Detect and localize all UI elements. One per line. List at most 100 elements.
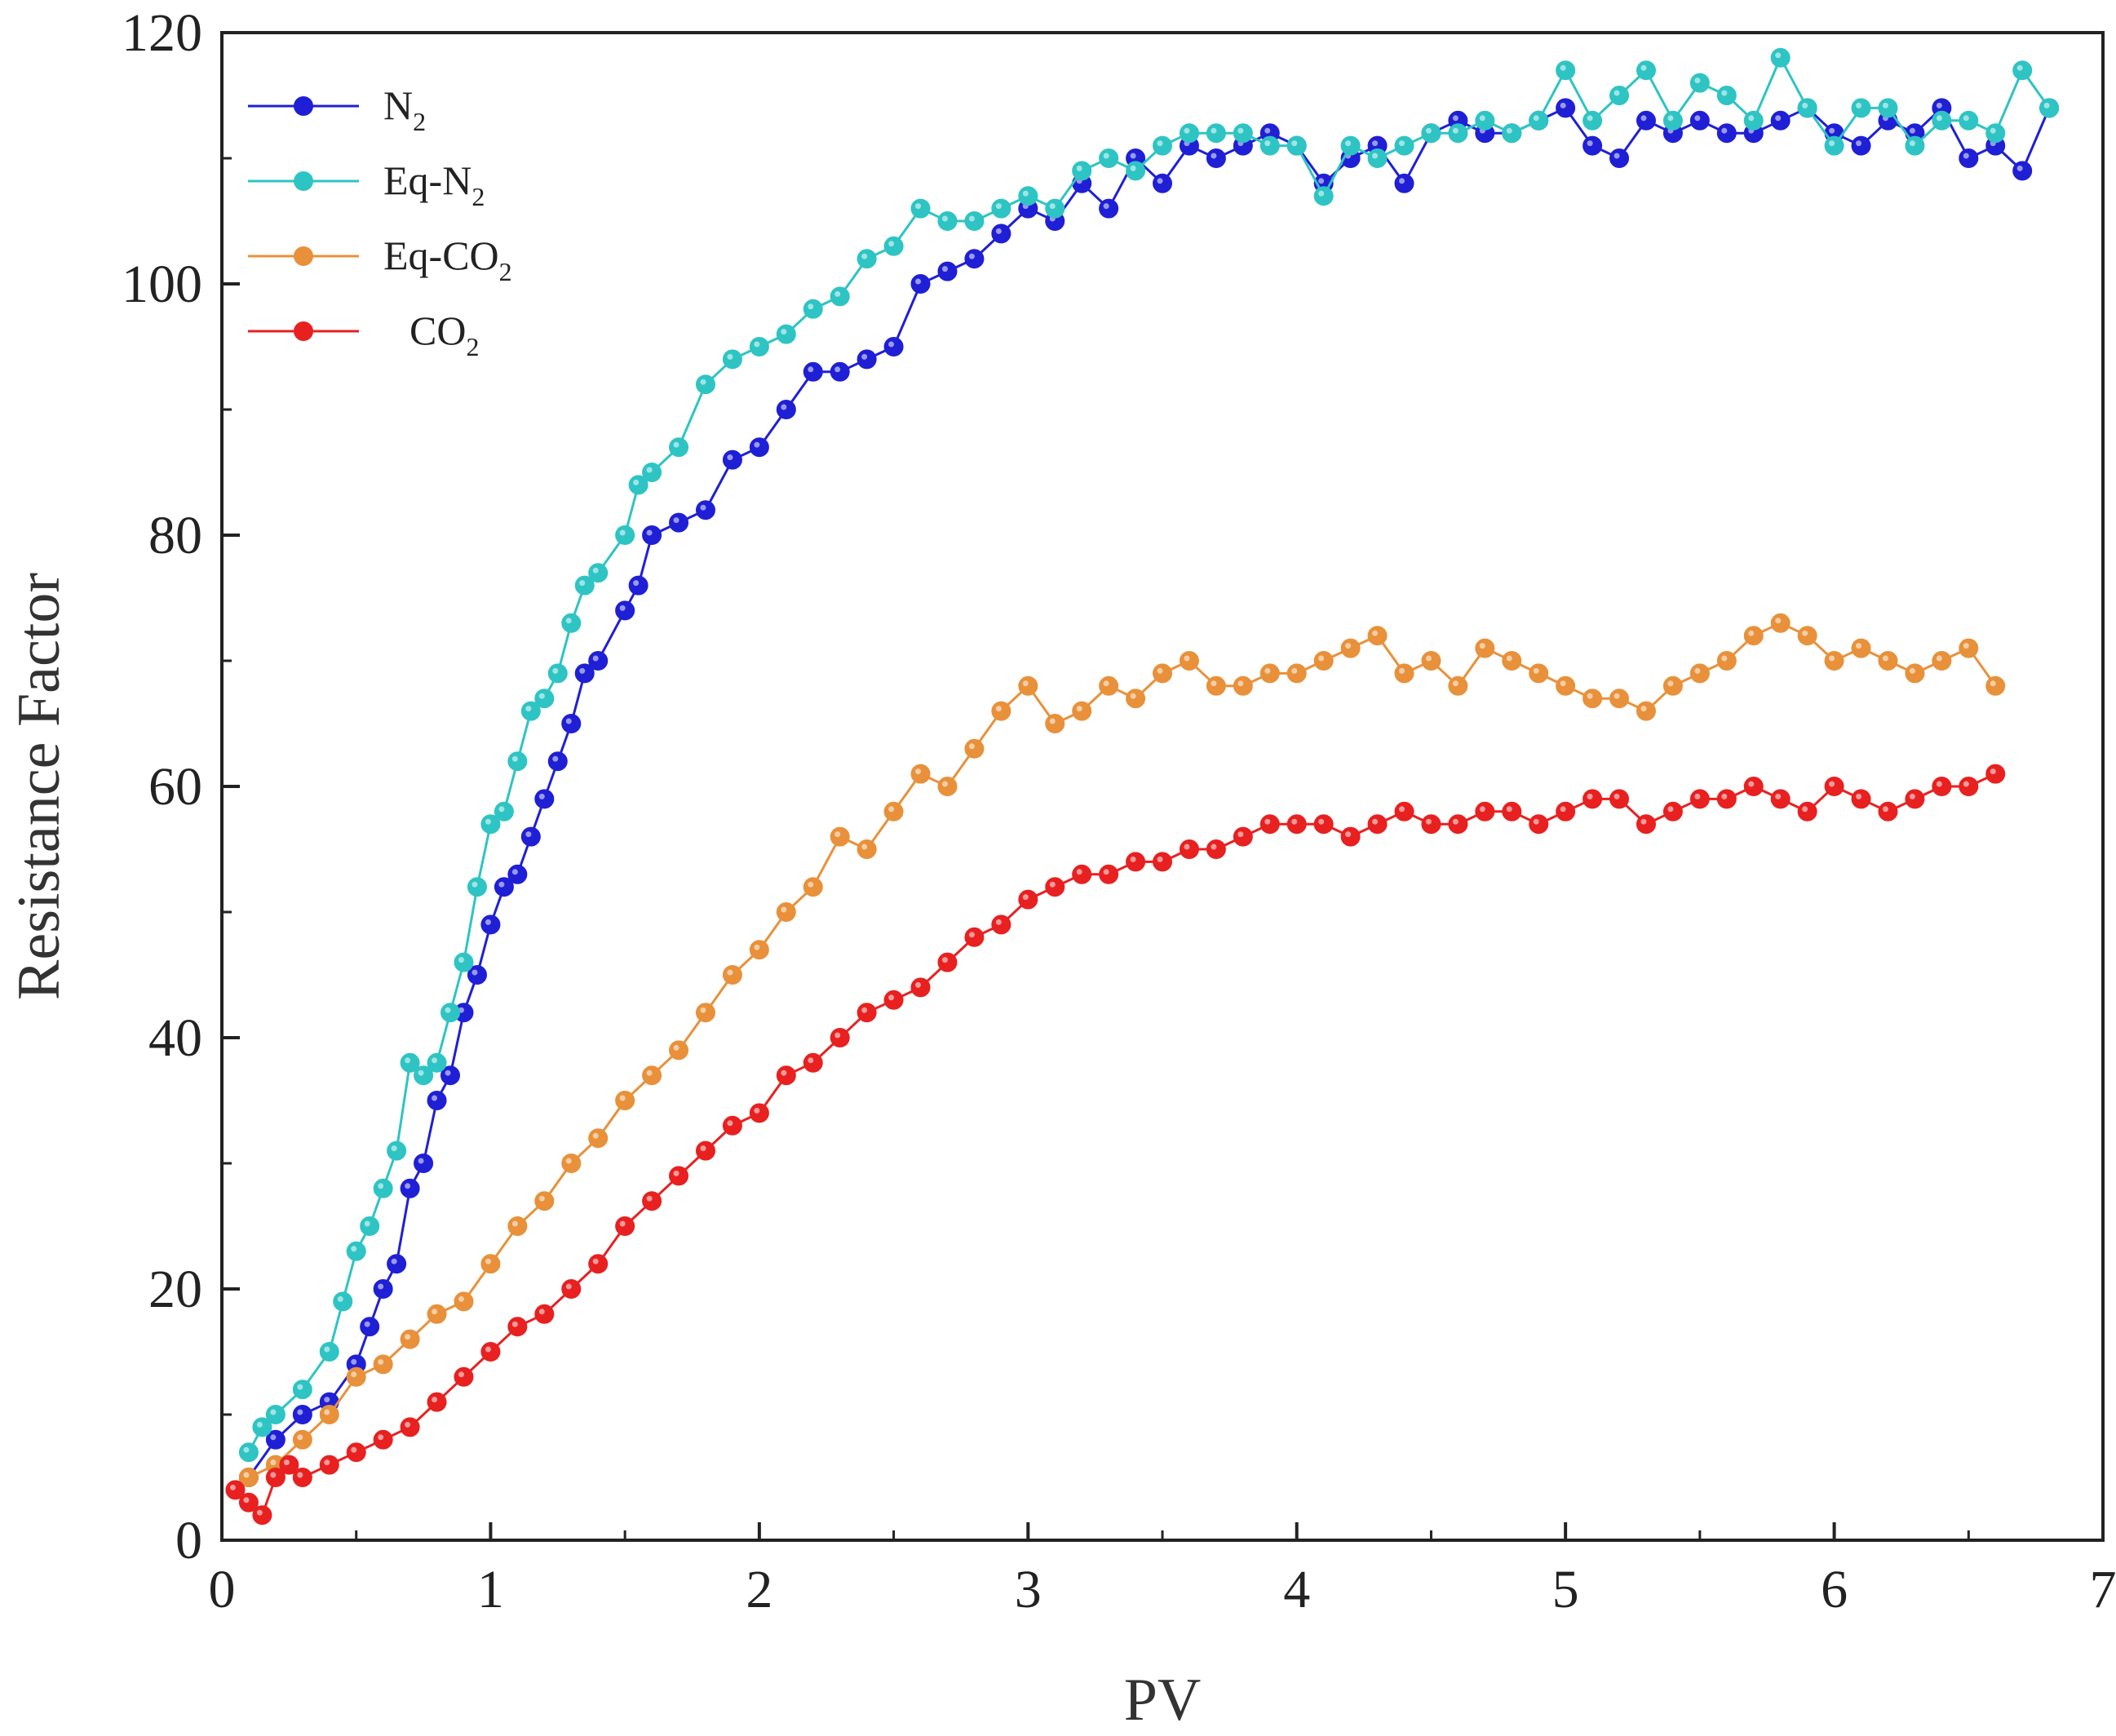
data-point-highlight	[888, 241, 895, 247]
data-point	[937, 777, 958, 796]
data-point	[467, 877, 487, 897]
data-point	[1985, 675, 2006, 696]
data-point	[1286, 663, 1307, 684]
data-point-highlight	[256, 1509, 263, 1516]
data-point-highlight	[1829, 127, 1835, 134]
series-eq-n2	[238, 47, 2060, 1463]
data-point-highlight	[391, 1145, 397, 1152]
data-point	[440, 1003, 461, 1023]
data-point-highlight	[1829, 781, 1835, 787]
data-point	[1018, 675, 1038, 696]
data-point	[1448, 675, 1468, 696]
data-point-highlight	[1667, 115, 1674, 122]
data-point	[507, 1216, 528, 1236]
data-point	[749, 337, 769, 356]
data-point	[1099, 864, 1119, 884]
data-point-highlight	[915, 981, 922, 988]
data-point	[534, 1191, 555, 1211]
data-point-highlight	[941, 266, 948, 272]
data-point-highlight	[941, 957, 948, 963]
data-point	[292, 1429, 312, 1450]
data-point-highlight	[1049, 718, 1056, 724]
data-point-highlight	[565, 618, 572, 624]
data-point-highlight	[1990, 680, 1996, 687]
data-point	[1206, 839, 1226, 859]
data-point-highlight	[243, 1472, 250, 1478]
data-point-highlight	[1398, 667, 1405, 674]
data-point-highlight	[418, 1070, 424, 1076]
data-point	[1662, 801, 1683, 822]
data-point-highlight	[995, 919, 1002, 925]
data-point-highlight	[445, 1070, 451, 1076]
data-point-highlight	[1990, 127, 1996, 134]
data-point-highlight	[1721, 793, 1728, 799]
data-point-highlight	[754, 341, 760, 348]
data-point-highlight	[1076, 165, 1082, 171]
data-point	[642, 1191, 662, 1211]
data-point-highlight	[538, 793, 545, 799]
data-point-highlight	[861, 844, 868, 850]
data-point	[292, 1380, 312, 1400]
data-point	[669, 512, 689, 533]
x-tick-label: 7	[2090, 1560, 2116, 1619]
data-point	[1609, 148, 1630, 168]
data-point-highlight	[1614, 793, 1620, 799]
data-point	[1529, 110, 1549, 131]
data-point	[1394, 801, 1414, 822]
data-point	[238, 1492, 259, 1512]
data-point-highlight	[1909, 793, 1915, 799]
data-point-highlight	[418, 1158, 424, 1164]
legend-item: CO2	[248, 308, 479, 361]
data-point	[1367, 814, 1388, 835]
data-point-highlight	[1398, 178, 1405, 184]
data-point	[1475, 110, 1495, 131]
data-point-highlight	[1372, 818, 1379, 825]
data-point	[857, 249, 877, 269]
data-point	[507, 1317, 528, 1337]
data-point-highlight	[808, 366, 814, 373]
data-point-highlight	[1479, 643, 1485, 649]
data-point-highlight	[324, 1409, 330, 1415]
data-point	[1475, 801, 1495, 822]
data-point-highlight	[498, 881, 505, 888]
data-point-highlight	[405, 1057, 411, 1064]
data-point	[1179, 123, 1199, 144]
data-point	[1448, 814, 1468, 835]
data-point-highlight	[1748, 115, 1755, 122]
data-point-highlight	[378, 1358, 384, 1365]
data-point-highlight	[673, 1170, 680, 1176]
data-point	[749, 437, 769, 458]
data-point-highlight	[565, 1158, 572, 1164]
data-point	[507, 751, 528, 772]
data-point	[400, 1178, 420, 1198]
data-point-highlight	[1318, 655, 1325, 662]
data-point-highlight	[1345, 140, 1352, 147]
data-point-highlight	[1103, 203, 1109, 210]
data-point	[574, 575, 595, 596]
data-point	[1367, 148, 1388, 168]
data-point-highlight	[1372, 630, 1379, 636]
series-co2	[225, 764, 2006, 1526]
data-point-highlight	[1856, 643, 1862, 649]
data-point	[1286, 814, 1307, 835]
data-point-highlight	[1237, 831, 1244, 838]
data-point-highlight	[445, 1007, 451, 1013]
data-point-highlight	[808, 303, 814, 310]
data-point-highlight	[1721, 90, 1728, 96]
data-point	[1609, 86, 1630, 105]
data-point	[1072, 701, 1092, 721]
data-point-highlight	[1130, 693, 1136, 699]
data-point	[1743, 626, 1764, 646]
data-point-highlight	[754, 944, 760, 950]
data-point	[937, 952, 958, 972]
data-point-highlight	[834, 1032, 841, 1038]
data-point-highlight	[378, 1183, 384, 1189]
data-point	[964, 211, 985, 231]
data-point	[1286, 135, 1307, 156]
data-point	[373, 1279, 393, 1299]
data-point-highlight	[1184, 655, 1190, 662]
data-point	[346, 1366, 366, 1387]
data-point-highlight	[1103, 869, 1109, 875]
data-point	[964, 738, 985, 759]
data-point	[1126, 852, 1146, 872]
